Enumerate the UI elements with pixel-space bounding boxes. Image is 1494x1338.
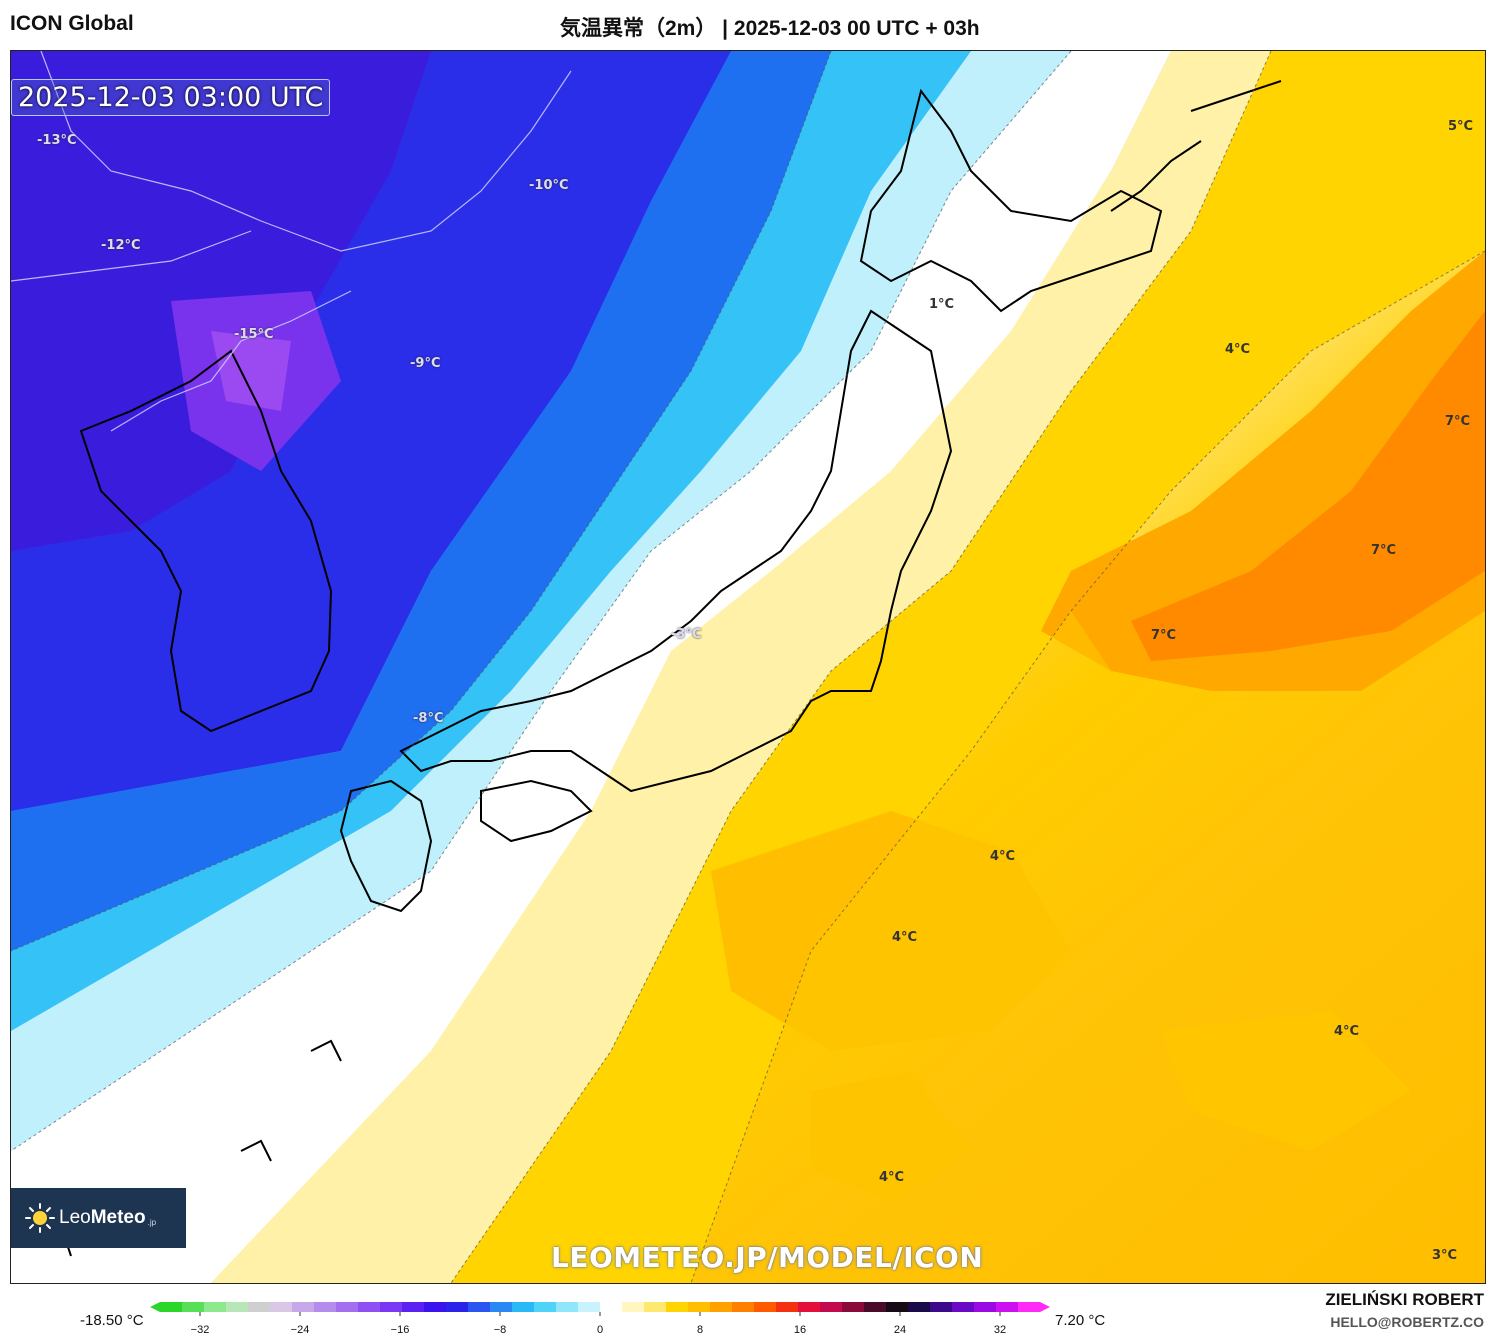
colorbar-swatch [380, 1302, 403, 1312]
colorbar-swatch [732, 1302, 755, 1312]
colorbar-swatch [974, 1302, 997, 1312]
colorbar-tick-label: 32 [993, 1324, 1007, 1336]
temp-label: 7°C [1371, 543, 1397, 558]
colorbar-swatch [996, 1302, 1019, 1312]
colorbar-swatch [402, 1302, 425, 1312]
colorbar-swatch [556, 1302, 579, 1312]
colorbar-tick-label: −32 [190, 1324, 210, 1336]
borders [11, 51, 572, 432]
colorbar-tick-label: 0 [596, 1324, 604, 1336]
colorbar-tick-label: −8 [493, 1324, 507, 1336]
sun-icon [25, 1203, 55, 1233]
colorbar-swatch [336, 1302, 359, 1312]
temp-label: 7°C [1151, 628, 1177, 643]
colorbar-swatch [600, 1302, 623, 1312]
temp-label: -8°C [413, 711, 444, 726]
colorbar-swatch [490, 1302, 513, 1312]
temp-label: 4°C [892, 930, 918, 945]
colorbar-swatch [270, 1302, 293, 1312]
temp-label: -3°C [671, 627, 702, 642]
colorbar-swatch [424, 1302, 447, 1312]
model-name: ICON Global [10, 12, 134, 35]
colorbar-swatch [182, 1302, 205, 1312]
colorbar-swatch [1018, 1302, 1041, 1312]
colorbar: -18.50 °C −32 −24 −16 −8 0 8 16 24 32 7.20 °C [0, 1290, 1494, 1338]
colorbar-tick-label: 8 [696, 1324, 704, 1336]
colorbar-swatch [754, 1302, 777, 1312]
colorbar-swatch [908, 1302, 931, 1312]
colorbar-min-label: -18.50 °C [80, 1312, 144, 1329]
colorbar-arrow-max [1040, 1302, 1050, 1312]
colorbar-swatch [534, 1302, 557, 1312]
temp-label: 4°C [1225, 342, 1251, 357]
temp-label: 4°C [1334, 1024, 1360, 1039]
colorbar-swatch [710, 1302, 733, 1312]
author-email[interactable]: HELLO@ROBERTZ.CO [1330, 1314, 1484, 1330]
colorbar-swatch [314, 1302, 337, 1312]
colorbar-swatch [446, 1302, 469, 1312]
colorbar-swatch [622, 1302, 645, 1312]
temperature-anomaly-field [11, 51, 1485, 1283]
temp-label: 1°C [929, 297, 955, 312]
author-name: ZIELIŃSKI ROBERT [1325, 1290, 1484, 1309]
colorbar-swatch [358, 1302, 381, 1312]
temp-label: 4°C [990, 849, 1016, 864]
colorbar-swatch [842, 1302, 865, 1312]
colorbar-swatch [886, 1302, 909, 1312]
colorbar-tick-label: 24 [893, 1324, 907, 1336]
colorbar-swatch [226, 1302, 249, 1312]
colorbar-swatch [578, 1302, 601, 1312]
colorbar-swatch [666, 1302, 689, 1312]
colorbar-tick-label: −24 [290, 1324, 310, 1336]
colorbar-max-label: 7.20 °C [1055, 1312, 1106, 1329]
colorbar-swatch [688, 1302, 711, 1312]
colorbar-swatch [798, 1302, 821, 1312]
chart-title: 気温異常（2m） | 2025-12-03 00 UTC + 03h [560, 17, 980, 40]
logo-wordmark: LeoMeteo [59, 1207, 146, 1228]
colorbar-swatch [644, 1302, 667, 1312]
colorbar-tick-label: 16 [793, 1324, 807, 1336]
colorbar-arrow-min [150, 1302, 160, 1312]
colorbar-swatch [512, 1302, 535, 1312]
watermark-url: LEOMETEO.JP/MODEL/ICON [551, 1241, 984, 1274]
map-panel: 2025-12-03 03:00 UTC -13°C -10°C -12°C -… [10, 50, 1486, 1284]
logo-suffix: .jp [147, 1217, 157, 1227]
colorbar-scale [150, 1302, 1050, 1316]
colorbar-tick-label: −16 [390, 1324, 410, 1336]
contour-lines [11, 51, 1485, 1283]
colorbar-swatch [930, 1302, 953, 1312]
valid-time-badge: 2025-12-03 03:00 UTC [11, 79, 331, 116]
colorbar-swatch [952, 1302, 975, 1312]
temp-label: -12°C [101, 238, 141, 253]
colorbar-swatch [468, 1302, 491, 1312]
colorbar-swatch [160, 1302, 183, 1312]
temp-label: -10°C [529, 178, 569, 193]
colorbar-swatch [776, 1302, 799, 1312]
temp-label: 5°C [1448, 119, 1474, 134]
colorbar-swatch [204, 1302, 227, 1312]
temp-label: 7°C [1445, 414, 1471, 429]
colorbar-swatch [864, 1302, 887, 1312]
colorbar-swatch [248, 1302, 271, 1312]
colorbar-swatch [292, 1302, 315, 1312]
temp-label: 3°C [1432, 1248, 1458, 1263]
leometeo-logo[interactable]: LeoMeteo .jp [11, 1188, 186, 1248]
temp-label: -9°C [410, 356, 441, 371]
temp-label: -15°C [234, 327, 274, 342]
temp-label: -13°C [37, 133, 77, 148]
colorbar-swatch [820, 1302, 843, 1312]
temp-label: 4°C [879, 1170, 905, 1185]
